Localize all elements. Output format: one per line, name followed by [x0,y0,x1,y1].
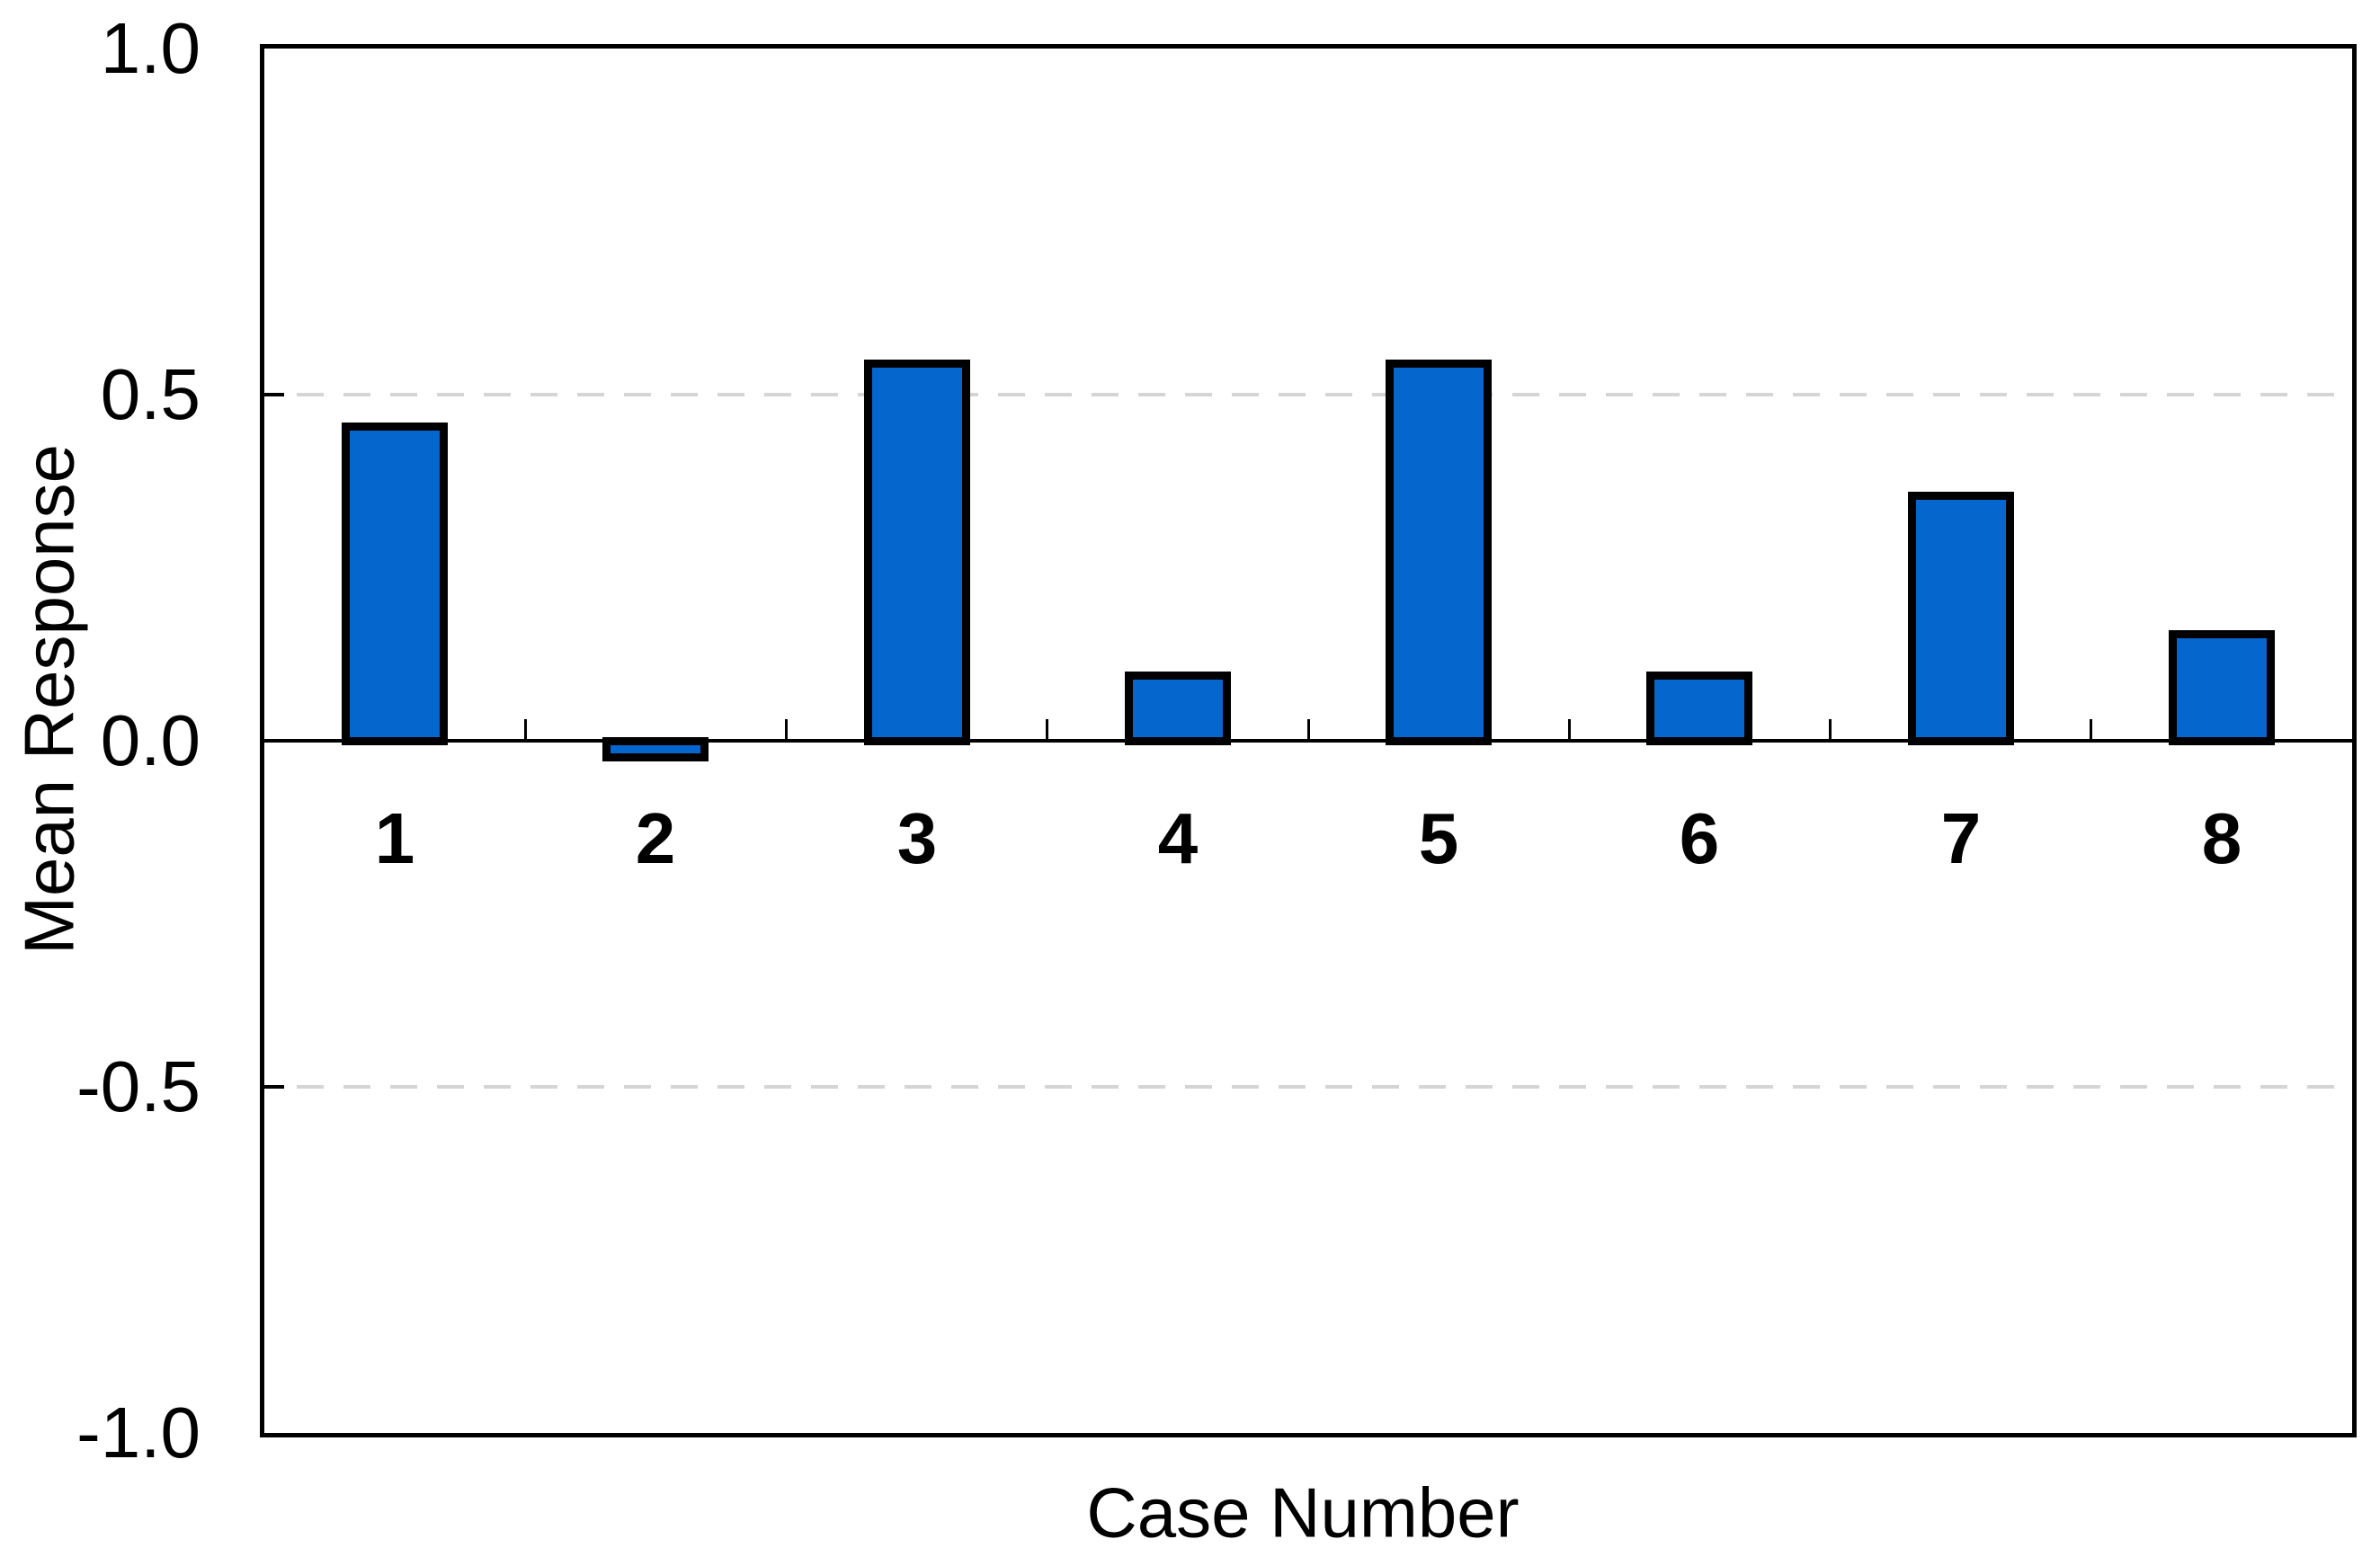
x-tick-label-1: 1 [374,798,415,878]
x-axis-tick [1307,719,1310,741]
plot-area [260,44,2357,1437]
x-axis-tick [524,719,527,741]
y-tick-label-1.0: 1.0 [100,8,201,88]
x-tick-label-3: 3 [896,798,938,878]
x-tick-label-7: 7 [1940,798,1982,878]
y-axis-tick [264,393,284,396]
x-tick-label-6: 6 [1679,798,1720,878]
bar-case-4 [1125,672,1231,745]
y-axis-tick [264,739,284,743]
y-axis-title: Mean Response [9,443,89,956]
x-axis-tick [1046,719,1048,741]
bar-case-8 [2169,630,2275,745]
bar-case-7 [1908,492,2014,745]
y-tick-label--0.5: -0.5 [76,1046,201,1126]
bar-case-6 [1646,672,1752,745]
y-tick-label-0.5: 0.5 [100,354,201,434]
bar-case-5 [1386,360,1492,745]
x-tick-label-4: 4 [1157,798,1199,878]
gridline--0.5 [297,1085,2352,1089]
x-axis-title: Case Number [1086,1473,1520,1553]
y-tick-label--1.0: -1.0 [76,1392,201,1473]
x-axis-tick [785,719,788,741]
y-tick-label-0.0: 0.0 [100,700,201,780]
bar-case-1 [342,423,448,745]
x-axis-tick [2090,719,2092,741]
x-axis-tick [1568,719,1571,741]
x-axis-tick [1829,719,1832,741]
bar-case-2 [602,737,709,761]
x-tick-label-5: 5 [1418,798,1459,878]
x-tick-label-2: 2 [635,798,676,878]
y-axis-tick [264,1085,284,1089]
x-tick-label-8: 8 [2201,798,2242,878]
x-axis-zero-line [264,739,2352,743]
gridline-0.5 [297,393,2352,396]
bar-case-3 [864,360,970,745]
